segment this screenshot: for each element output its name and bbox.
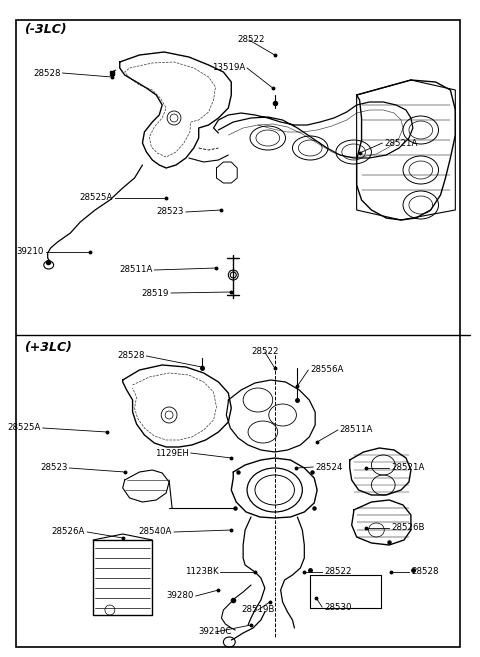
Text: 28526A: 28526A xyxy=(52,528,85,537)
Text: 28522: 28522 xyxy=(237,35,265,45)
Text: 28523: 28523 xyxy=(40,463,68,472)
Text: 28523: 28523 xyxy=(156,208,184,217)
Text: 28521A: 28521A xyxy=(384,139,418,148)
Text: 28511A: 28511A xyxy=(119,265,152,275)
Text: 28519B: 28519B xyxy=(241,606,275,614)
Text: 28528: 28528 xyxy=(117,351,144,361)
Text: 28556A: 28556A xyxy=(310,365,344,374)
Text: 28528: 28528 xyxy=(411,568,438,576)
Text: (+3LC): (+3LC) xyxy=(24,342,72,355)
Text: 39280: 39280 xyxy=(167,591,194,600)
Text: 28522: 28522 xyxy=(324,568,351,576)
Text: 1129EH: 1129EH xyxy=(155,449,189,457)
Text: 28528: 28528 xyxy=(33,68,60,78)
Text: 28530: 28530 xyxy=(324,602,351,612)
Text: 13519A: 13519A xyxy=(212,64,245,72)
Text: 28525A: 28525A xyxy=(80,194,113,202)
Text: (-3LC): (-3LC) xyxy=(24,24,67,37)
Text: 1123BK: 1123BK xyxy=(185,568,218,576)
Text: 28522: 28522 xyxy=(251,348,278,357)
Text: 28521A: 28521A xyxy=(391,463,424,472)
Text: 28511A: 28511A xyxy=(340,426,373,434)
Text: 28540A: 28540A xyxy=(139,528,172,537)
Text: 28525A: 28525A xyxy=(7,424,41,432)
Text: 28519: 28519 xyxy=(142,288,169,298)
Text: 28526B: 28526B xyxy=(391,524,425,533)
Text: 39210C: 39210C xyxy=(199,627,232,637)
Text: 39210: 39210 xyxy=(16,248,44,256)
Text: 28524: 28524 xyxy=(315,463,343,472)
